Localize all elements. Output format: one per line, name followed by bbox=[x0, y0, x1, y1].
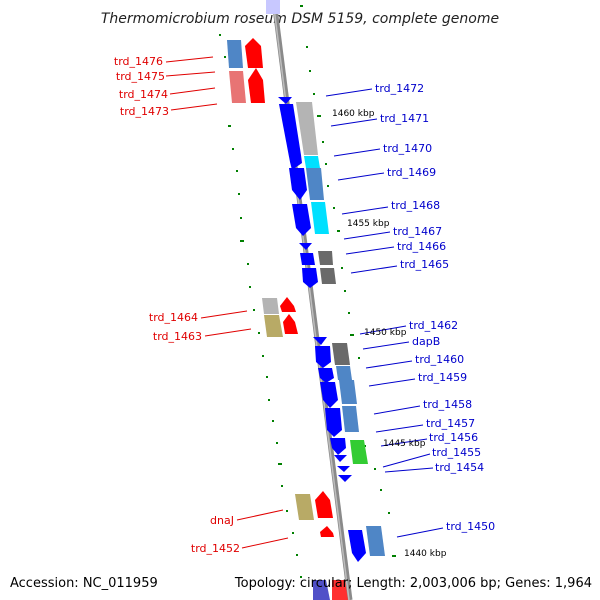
gene-cluster-1464-1463 bbox=[262, 297, 298, 337]
kbp-label-1460: 1460 kbp bbox=[332, 109, 375, 119]
gene-trd_1458-steel[interactable] bbox=[342, 406, 359, 432]
gene-trd_1459[interactable] bbox=[320, 382, 338, 408]
label-trd_1467[interactable]: trd_1467 bbox=[393, 225, 442, 238]
gene-trd_1467[interactable] bbox=[299, 243, 312, 250]
gene-trd_1468-cyan[interactable] bbox=[311, 202, 329, 234]
gene-trd_1464[interactable] bbox=[262, 298, 279, 314]
tick-track-left bbox=[219, 34, 302, 578]
gene-dapB-grey[interactable] bbox=[332, 343, 350, 365]
label-trd_1476[interactable]: trd_1476 bbox=[114, 55, 163, 68]
gene-trd_1463-arrow[interactable] bbox=[283, 314, 298, 334]
gene-cluster-1450 bbox=[348, 526, 385, 562]
gene-trd_1450-steel[interactable] bbox=[366, 526, 385, 556]
accession-text: Accession: NC_011959 bbox=[10, 576, 158, 591]
gene-cluster-1472-1465 bbox=[278, 97, 336, 288]
label-trd_1458[interactable]: trd_1458 bbox=[423, 398, 472, 411]
label-trd_1459[interactable]: trd_1459 bbox=[418, 371, 467, 384]
gene-trd_1456[interactable] bbox=[334, 455, 347, 462]
kbp-label-1445: 1445 kbp bbox=[383, 439, 426, 449]
gene-trd_1466[interactable] bbox=[300, 253, 315, 265]
gene-dnaJ[interactable] bbox=[295, 494, 314, 520]
gene-trd_1466-grey[interactable] bbox=[318, 251, 333, 265]
gene-trd_1458[interactable] bbox=[325, 408, 342, 437]
map-title: Thermomicrobium roseum DSM 5159, complet… bbox=[101, 11, 499, 27]
gene-trd_1452[interactable] bbox=[320, 526, 334, 537]
label-trd_1469[interactable]: trd_1469 bbox=[387, 166, 436, 179]
gene-trd_1471-grey[interactable] bbox=[296, 102, 318, 155]
label-dnaJ[interactable]: dnaJ bbox=[210, 514, 234, 527]
gene-trd_1469-steel[interactable] bbox=[306, 168, 324, 200]
label-trd_1455[interactable]: trd_1455 bbox=[432, 446, 481, 459]
gene-trd_1471[interactable] bbox=[279, 104, 302, 170]
topology-text: Topology: circular; Length: 2,003,006 bp… bbox=[234, 576, 592, 591]
gene-cluster-dnaJ-1452 bbox=[295, 491, 334, 537]
gene-trd_1470[interactable] bbox=[304, 156, 320, 168]
label-trd_1473[interactable]: trd_1473 bbox=[120, 105, 169, 118]
gene-trd_1454[interactable] bbox=[338, 475, 352, 482]
label-trd_1474[interactable]: trd_1474 bbox=[119, 88, 168, 101]
gene-trd_1459-steel[interactable] bbox=[339, 380, 357, 404]
gene-trd_1475[interactable] bbox=[245, 38, 263, 68]
gene-trd_1464-arrow[interactable] bbox=[280, 297, 296, 312]
label-trd_1466[interactable]: trd_1466 bbox=[397, 240, 446, 253]
gene-dnaJ-arrow[interactable] bbox=[315, 491, 333, 518]
label-trd_1475[interactable]: trd_1475 bbox=[116, 70, 165, 83]
gene-trd_1465-grey[interactable] bbox=[320, 268, 336, 284]
gene-trd_1476[interactable] bbox=[227, 40, 243, 68]
label-trd_1471[interactable]: trd_1471 bbox=[380, 112, 429, 125]
label-trd_1464[interactable]: trd_1464 bbox=[149, 311, 198, 324]
label-trd_1462[interactable]: trd_1462 bbox=[409, 319, 458, 332]
label-trd_1454[interactable]: trd_1454 bbox=[435, 461, 484, 474]
gene-trd_1465[interactable] bbox=[302, 268, 318, 288]
gene-top-partial[interactable] bbox=[266, 0, 280, 14]
right-labels: trd_1472 trd_1471 trd_1470 trd_1469 trd_… bbox=[375, 82, 495, 533]
label-trd_1460[interactable]: trd_1460 bbox=[415, 353, 464, 366]
label-trd_1465[interactable]: trd_1465 bbox=[400, 258, 449, 271]
gene-trd_1472[interactable] bbox=[278, 97, 292, 104]
kbp-markers: 1460 kbp 1455 kbp 1450 kbp 1445 kbp 1440… bbox=[332, 109, 447, 559]
label-dapB[interactable]: dapB bbox=[412, 335, 440, 348]
label-trd_1450[interactable]: trd_1450 bbox=[446, 520, 495, 533]
kbp-label-1440: 1440 kbp bbox=[404, 549, 447, 559]
gene-cluster-1462-1454 bbox=[313, 337, 368, 482]
label-trd_1452[interactable]: trd_1452 bbox=[191, 542, 240, 555]
gene-trd_1450[interactable] bbox=[348, 530, 366, 562]
left-label-leaders bbox=[165, 56, 289, 549]
label-trd_1456[interactable]: trd_1456 bbox=[429, 431, 478, 444]
gene-bottom-partial-2[interactable] bbox=[332, 580, 348, 600]
gene-trd_1456-green[interactable] bbox=[350, 440, 368, 464]
label-trd_1463[interactable]: trd_1463 bbox=[153, 330, 202, 343]
kbp-label-1455: 1455 kbp bbox=[347, 219, 390, 229]
gene-trd_1460-steel[interactable] bbox=[336, 366, 352, 380]
gene-trd_1462[interactable] bbox=[313, 337, 327, 345]
label-trd_1468[interactable]: trd_1468 bbox=[391, 199, 440, 212]
gene-trd_1473[interactable] bbox=[248, 68, 265, 103]
gene-trd_1469[interactable] bbox=[289, 168, 307, 200]
label-trd_1472[interactable]: trd_1472 bbox=[375, 82, 424, 95]
gene-cluster-1476-1473 bbox=[227, 38, 265, 103]
gene-trd_1460[interactable] bbox=[318, 368, 334, 383]
gene-bottom-partial-1[interactable] bbox=[313, 580, 330, 600]
gene-trd_1463[interactable] bbox=[264, 315, 283, 337]
label-trd_1457[interactable]: trd_1457 bbox=[426, 417, 475, 430]
gene-dapB[interactable] bbox=[315, 346, 331, 368]
gene-trd_1468[interactable] bbox=[292, 204, 311, 236]
left-labels: trd_1476 trd_1475 trd_1474 trd_1473 trd_… bbox=[114, 55, 240, 555]
right-label-leaders bbox=[325, 88, 444, 538]
gene-trd_1474[interactable] bbox=[229, 71, 246, 103]
kbp-label-1450: 1450 kbp bbox=[364, 328, 407, 338]
gene-trd_1457[interactable] bbox=[330, 438, 346, 455]
label-trd_1470[interactable]: trd_1470 bbox=[383, 142, 432, 155]
gene-trd_1455[interactable] bbox=[337, 466, 350, 472]
